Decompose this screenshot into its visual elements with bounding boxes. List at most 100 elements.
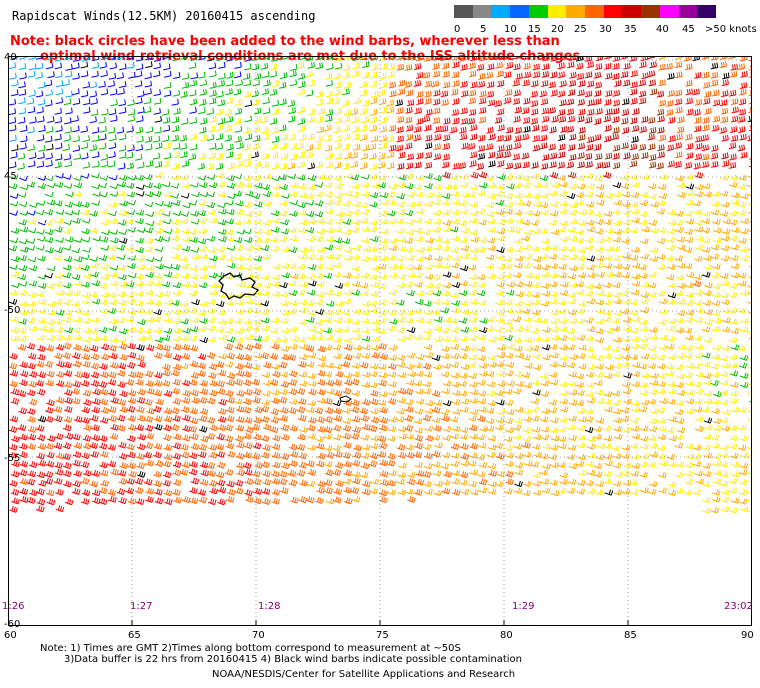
wind-barb	[73, 200, 82, 208]
wind-barb	[476, 471, 486, 478]
wind-barb	[477, 379, 486, 386]
wind-barb	[55, 173, 64, 179]
wind-barb	[513, 63, 521, 71]
wind-barb	[251, 151, 259, 159]
wind-barb	[585, 182, 595, 190]
wind-barb	[674, 255, 683, 262]
wind-barb	[442, 134, 451, 142]
wind-barb	[143, 334, 153, 341]
wind-barb	[181, 343, 190, 351]
wind-barb	[612, 152, 620, 160]
wind-barb	[593, 118, 602, 125]
wind-barb	[398, 462, 407, 469]
wind-barb	[514, 291, 524, 298]
wind-barb	[440, 463, 449, 470]
wind-barb	[496, 80, 505, 88]
wind-barb	[99, 236, 109, 243]
wind-barb	[631, 433, 641, 440]
wind-barb	[206, 191, 215, 198]
wind-barb	[54, 217, 64, 224]
wind-barb	[738, 498, 748, 505]
wind-barb	[54, 161, 62, 169]
wind-barb	[522, 79, 530, 87]
wind-barb	[434, 316, 443, 323]
wind-barb	[667, 72, 675, 80]
wind-barb	[215, 133, 224, 141]
wind-barb	[379, 237, 389, 244]
wind-barb	[730, 406, 740, 413]
wind-barb	[172, 142, 181, 150]
wind-barb	[676, 262, 686, 269]
wind-barb	[315, 291, 325, 298]
wind-barb	[134, 477, 144, 485]
wind-barb	[585, 479, 594, 487]
wind-barb	[137, 318, 146, 326]
wind-barb	[352, 426, 361, 434]
wind-barb	[209, 70, 217, 78]
wind-barb	[134, 300, 144, 307]
wind-barb	[557, 308, 567, 315]
wind-barb	[685, 408, 694, 415]
wind-barb	[179, 468, 189, 476]
wind-barb	[325, 498, 335, 505]
wind-barb	[728, 219, 738, 226]
wind-barb	[26, 342, 36, 350]
wind-barb	[602, 398, 612, 406]
wind-barb	[98, 254, 108, 262]
wind-barb	[414, 107, 422, 115]
wind-barb	[685, 183, 695, 190]
wind-barb	[9, 193, 19, 199]
wind-barb	[81, 292, 91, 299]
wind-barb	[92, 236, 101, 242]
wind-barb	[738, 435, 748, 442]
wind-barb	[647, 56, 655, 60]
wind-barb	[396, 309, 406, 316]
wind-barb	[271, 162, 280, 170]
wind-barb	[738, 174, 747, 181]
wind-barb	[359, 217, 369, 224]
wind-barb	[10, 227, 20, 234]
wind-barb	[109, 318, 118, 325]
wind-barb	[497, 344, 506, 351]
wind-barb	[495, 424, 504, 431]
wind-barb	[649, 418, 658, 425]
wind-barb	[495, 361, 504, 368]
wind-barb	[299, 219, 308, 226]
wind-barb	[477, 152, 486, 160]
wind-barb	[386, 459, 396, 467]
wind-barb	[477, 281, 486, 289]
wind-barb	[191, 254, 200, 261]
wind-barb	[218, 72, 226, 80]
wind-barb	[45, 326, 54, 333]
wind-barb	[125, 487, 135, 495]
wind-barb	[612, 62, 620, 70]
wind-barb	[476, 290, 486, 297]
wind-barb	[19, 487, 29, 495]
wind-barb	[53, 318, 63, 325]
wind-barb	[711, 326, 721, 333]
wind-barb	[711, 299, 721, 307]
wind-barb	[154, 209, 163, 216]
wind-barb	[324, 469, 334, 477]
wind-barb	[721, 228, 731, 235]
wind-barb	[235, 362, 244, 370]
wind-barb	[234, 125, 243, 133]
wind-barb	[404, 64, 413, 71]
wind-barb	[379, 390, 388, 398]
wind-barb	[72, 451, 82, 458]
wind-barb	[352, 477, 361, 485]
wind-barb	[550, 309, 560, 316]
wind-barb	[740, 217, 749, 225]
wind-barb	[280, 300, 290, 307]
wind-barb	[324, 407, 334, 414]
wind-barb	[8, 245, 18, 252]
wind-barb	[631, 246, 640, 253]
wind-barb	[73, 343, 82, 351]
wind-barb	[424, 434, 434, 442]
wind-barb	[486, 417, 495, 425]
wind-barb	[540, 426, 550, 433]
wind-barb	[665, 363, 675, 370]
wind-barb	[612, 191, 622, 198]
wind-barb	[269, 236, 279, 243]
wind-barb	[233, 219, 242, 226]
